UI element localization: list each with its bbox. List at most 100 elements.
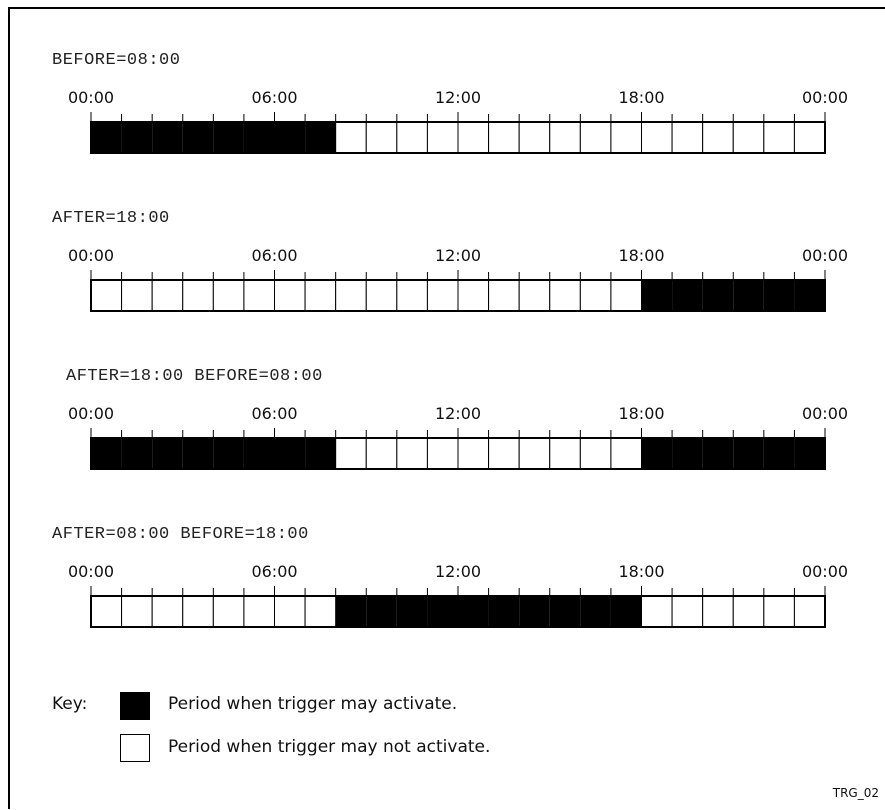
hour-cell-inactive	[335, 121, 367, 154]
hour-cell-inactive	[641, 595, 673, 628]
hour-cell-inactive	[732, 595, 765, 628]
hour-cell-active	[702, 280, 734, 311]
hour-cell-active	[549, 596, 581, 627]
panel-title: BEFORE=08:00	[52, 51, 181, 70]
panel-title: AFTER=08:00 BEFORE=18:00	[52, 525, 309, 544]
time-label: 06:00	[251, 246, 298, 265]
hour-cell-inactive	[182, 279, 214, 312]
time-label: 00:00	[801, 88, 849, 107]
timeline-panel: AFTER=18:00 BEFORE=08:00 00:00 06:00 12:00 1…	[0, 361, 885, 491]
hour-cell-active	[182, 122, 214, 153]
key-label: Key:	[52, 694, 88, 714]
time-label: 18:00	[618, 562, 665, 581]
time-label: 00:00	[67, 246, 115, 265]
time-label: 00:00	[801, 562, 849, 581]
hour-cell-inactive	[304, 279, 337, 312]
panel-title: AFTER=18:00 BEFORE=08:00	[66, 367, 323, 386]
hour-cell-inactive	[579, 121, 612, 154]
time-label: 06:00	[251, 562, 298, 581]
figure-code: TRG_02	[832, 786, 879, 800]
hour-cell-active	[305, 438, 336, 469]
hour-cell-inactive	[488, 279, 520, 312]
hour-cell-active	[458, 596, 489, 627]
hour-cell-active	[702, 438, 734, 469]
hour-cell-inactive	[763, 121, 795, 154]
hour-cell-active	[121, 438, 153, 469]
hour-cell-active	[243, 122, 275, 153]
timeline-bar	[90, 586, 826, 628]
timeline-bar	[90, 112, 826, 154]
hour-cell-active	[488, 596, 520, 627]
hour-cell-inactive	[365, 121, 398, 154]
hour-cell-inactive	[151, 595, 184, 628]
hour-cell-inactive	[579, 437, 612, 470]
hour-cell-inactive	[671, 121, 704, 154]
timeline-panel: AFTER=18:00 00:00 06:00 12:00 18:00 00:00	[0, 203, 885, 333]
time-label: 12:00	[434, 246, 482, 265]
time-label: 18:00	[618, 404, 665, 423]
hour-cell-inactive	[182, 595, 214, 628]
hour-cell-inactive	[549, 279, 581, 312]
hour-cell-active	[396, 596, 428, 627]
time-label: 18:00	[618, 246, 665, 265]
hour-cell-active	[152, 122, 183, 153]
key-swatch-active	[120, 692, 150, 720]
time-label: 00:00	[67, 404, 115, 423]
timeline-panel: AFTER=08:00 BEFORE=18:00 00:00 06:00 12:00 1…	[0, 519, 885, 649]
hour-cell-inactive	[90, 595, 123, 628]
hour-cell-inactive	[610, 279, 643, 312]
hour-cell-inactive	[121, 595, 153, 628]
hour-cell-active	[733, 438, 764, 469]
hour-cell-inactive	[457, 279, 490, 312]
hour-cell-inactive	[121, 279, 153, 312]
hour-cell-inactive	[641, 121, 673, 154]
hour-cell-active	[182, 438, 214, 469]
time-label: 12:00	[434, 562, 482, 581]
hour-cell-inactive	[365, 437, 398, 470]
hour-cell-active	[274, 122, 306, 153]
hour-cell-active	[641, 438, 673, 469]
time-label: 00:00	[801, 404, 849, 423]
hour-cell-active	[794, 438, 825, 469]
hour-cell-active	[243, 438, 275, 469]
hour-cell-active	[672, 438, 703, 469]
key-swatch-inactive	[120, 734, 150, 762]
hour-cell-active	[794, 280, 825, 311]
hour-cell-inactive	[671, 595, 704, 628]
timeline-panel: BEFORE=08:00 00:00 06:00 12:00 18:00 00:00	[0, 45, 885, 175]
hour-cell-inactive	[549, 121, 581, 154]
time-label: 12:00	[434, 404, 482, 423]
hour-cell-inactive	[702, 121, 734, 154]
key-active-text: Period when trigger may activate.	[168, 694, 458, 714]
hour-cell-active	[274, 438, 306, 469]
hour-cell-inactive	[610, 121, 643, 154]
hour-cell-active	[733, 280, 764, 311]
hour-cell-inactive	[457, 437, 490, 470]
time-label: 00:00	[67, 88, 115, 107]
hour-cell-active	[580, 596, 611, 627]
hour-cell-active	[152, 438, 183, 469]
hour-cell-inactive	[426, 437, 459, 470]
hour-cell-inactive	[579, 279, 612, 312]
hour-cell-active	[427, 596, 458, 627]
hour-cell-inactive	[304, 595, 337, 628]
hour-cell-inactive	[396, 437, 428, 470]
hour-cell-inactive	[212, 279, 245, 312]
hour-cell-active	[641, 280, 673, 311]
hour-cell-inactive	[488, 121, 520, 154]
hour-cell-inactive	[610, 437, 643, 470]
time-label: 00:00	[67, 562, 115, 581]
hour-cell-inactive	[518, 279, 551, 312]
hour-cell-inactive	[426, 121, 459, 154]
hour-cell-active	[91, 438, 122, 469]
time-label: 18:00	[618, 88, 665, 107]
hour-cell-inactive	[457, 121, 490, 154]
hour-cell-active	[121, 122, 153, 153]
hour-cell-inactive	[90, 279, 123, 312]
hour-cell-active	[763, 280, 795, 311]
hour-cell-inactive	[488, 437, 520, 470]
hour-cell-inactive	[702, 595, 734, 628]
hour-cell-inactive	[335, 279, 367, 312]
hour-cell-inactive	[274, 279, 306, 312]
time-label: 12:00	[434, 88, 482, 107]
